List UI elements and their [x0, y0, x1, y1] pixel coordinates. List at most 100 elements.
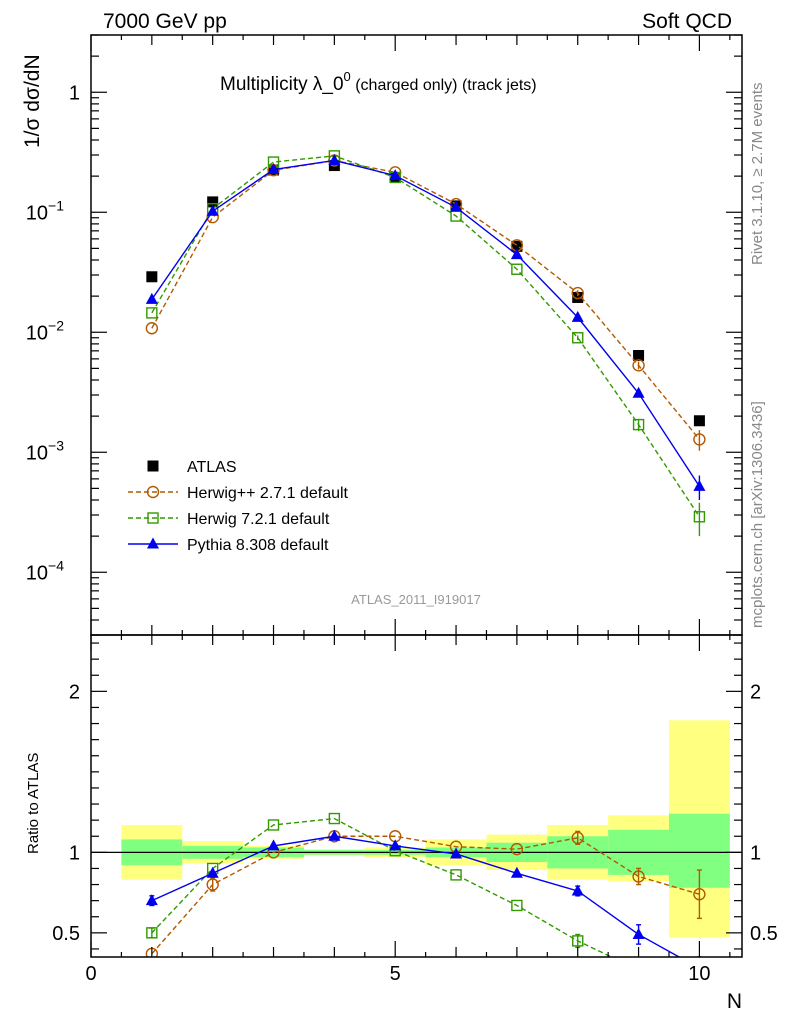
- main-point-herwig: [145, 322, 159, 335]
- legend-marker-atlas: [147, 460, 159, 472]
- header-left-label: 7000 GeV pp: [103, 10, 227, 33]
- main-y-tick-label-exponent: −3: [48, 437, 64, 453]
- x-tick-label: 5: [390, 963, 401, 985]
- ratio-point-herwig7: [267, 819, 280, 831]
- ratio-point-pythia: [328, 829, 341, 841]
- main-point-atlas: [693, 415, 705, 427]
- ratio-point-pythia: [510, 866, 523, 878]
- main-point-herwig7: [632, 418, 645, 431]
- main-y-tick-label-exponent: −4: [48, 557, 64, 573]
- ratio-point-herwig: [510, 842, 524, 856]
- legend-marker-herwig7: [147, 512, 159, 524]
- ratio-y-tick-label: 0.5: [52, 923, 80, 945]
- ratio-point-pythia: [450, 847, 463, 859]
- main-line-herwig7: [151, 155, 700, 518]
- plot-title-main: Multiplicity λ_0: [220, 74, 344, 95]
- main-point-atlas: [207, 196, 219, 208]
- ratio-data-series: [145, 812, 706, 957]
- legend-label-atlas: ATLAS: [187, 459, 237, 476]
- ratio-point-herwig7: [450, 869, 462, 881]
- main-y-tick-label-base: 10: [26, 442, 48, 464]
- ratio-point-pythia: [632, 927, 645, 939]
- ratio-point-pythia: [206, 866, 219, 878]
- x-tick-label: 10: [688, 963, 710, 985]
- ratio-point-herwig7: [572, 935, 584, 947]
- ratio-uncertainty-bands: [121, 720, 730, 938]
- ratio-y-tick-label-right: 0.5: [750, 923, 778, 945]
- analysis-id-label: ATLAS_2011_I919017: [351, 592, 481, 607]
- ratio-y-tick-label: 1: [69, 842, 80, 864]
- main-panel-axes: 10−410−310−210−11: [26, 34, 742, 636]
- main-y-tick-label-exponent: −1: [48, 197, 64, 213]
- legend-label-herwig: Herwig++ 2.7.1 default: [187, 485, 349, 502]
- main-line-pythia: [151, 159, 700, 487]
- main-point-pythia: [267, 163, 280, 175]
- main-line-herwig: [151, 159, 700, 440]
- ratio-point-pythia: [145, 894, 158, 906]
- main-point-pythia: [510, 248, 523, 260]
- rivet-version-label: Rivet 3.1.10, ≥ 2.7M events: [749, 83, 766, 266]
- main-point-pythia: [206, 204, 219, 216]
- legend-label-herwig7: Herwig 7.2.1 default: [187, 511, 330, 528]
- main-point-herwig7: [146, 307, 158, 319]
- ratio-line-pythia: [151, 835, 681, 957]
- ratio-panel-frame: [90, 634, 743, 958]
- main-y-tick-label: 10−3: [26, 437, 64, 464]
- ratio-y-tick-label-right: 1: [750, 842, 761, 864]
- ratio-y-tick-label: 2: [69, 681, 80, 703]
- main-point-herwig7: [511, 263, 523, 275]
- main-point-herwig7: [572, 332, 584, 344]
- ratio-y-axis-label: Ratio to ATLAS: [25, 753, 42, 854]
- main-point-herwig7: [693, 511, 706, 523]
- ratio-point-pythia: [571, 884, 584, 896]
- x-tick-label: 0: [85, 963, 96, 985]
- main-y-tick-label-base: 10: [26, 322, 48, 344]
- main-y-tick-label-base: 1: [69, 82, 80, 104]
- main-y-tick-label: 1: [69, 82, 80, 104]
- main-data-series: [145, 150, 706, 537]
- main-point-atlas: [633, 350, 645, 362]
- main-y-tick-label-exponent: −2: [48, 317, 64, 333]
- main-y-axis-label: 1/σ dσ/dN: [21, 54, 44, 148]
- main-point-pythia: [450, 200, 463, 212]
- main-point-herwig: [632, 359, 645, 372]
- ratio-point-herwig7: [146, 927, 158, 939]
- plot-title-rest: (charged only) (track jets): [351, 77, 537, 94]
- legend-label-pythia: Pythia 8.308 default: [187, 537, 329, 554]
- main-point-pythia: [693, 479, 706, 491]
- legend-marker-pythia: [147, 537, 159, 549]
- main-point-atlas: [572, 291, 584, 303]
- main-y-tick-label: 10−1: [26, 197, 64, 224]
- ratio-panel-axes: 0.5 0.5 1 1 2 2 0 5 10: [52, 635, 778, 985]
- main-point-pythia: [145, 292, 158, 304]
- main-y-tick-label: 10−2: [26, 317, 64, 344]
- header-right-label: Soft QCD: [642, 10, 732, 33]
- ratio-point-herwig: [206, 878, 219, 891]
- plot-title-superscript: 0: [344, 69, 351, 84]
- mcplots-label: mcplots.cern.ch [arXiv:1306.3436]: [749, 401, 766, 628]
- main-point-atlas: [511, 240, 523, 252]
- ratio-point-herwig: [693, 888, 706, 901]
- ratio-point-pythia: [389, 839, 402, 851]
- legend: ATLAS Herwig++ 2.7.1 default Herwig 7.2.1 …: [128, 459, 349, 554]
- main-point-pythia: [389, 169, 402, 181]
- main-point-pythia: [328, 153, 341, 165]
- main-y-tick-label-base: 10: [26, 202, 48, 224]
- main-point-herwig: [693, 433, 706, 446]
- ratio-y-tick-label-right: 2: [750, 681, 761, 703]
- ratio-point-herwig: [632, 870, 645, 883]
- main-point-pythia: [632, 386, 645, 398]
- main-y-tick-label: 10−4: [26, 557, 64, 584]
- main-point-herwig: [571, 286, 584, 300]
- main-y-tick-label-base: 10: [26, 562, 48, 584]
- main-point-pythia: [571, 310, 584, 322]
- ratio-point-pythia: [267, 839, 280, 851]
- ratio-line-herwig: [151, 835, 700, 955]
- ratio-point-herwig7: [511, 899, 523, 912]
- main-point-atlas: [146, 271, 158, 283]
- ratio-point-herwig7: [328, 812, 341, 825]
- legend-marker-herwig: [146, 485, 160, 499]
- x-axis-label: N: [727, 990, 742, 1013]
- ratio-point-herwig: [571, 831, 584, 845]
